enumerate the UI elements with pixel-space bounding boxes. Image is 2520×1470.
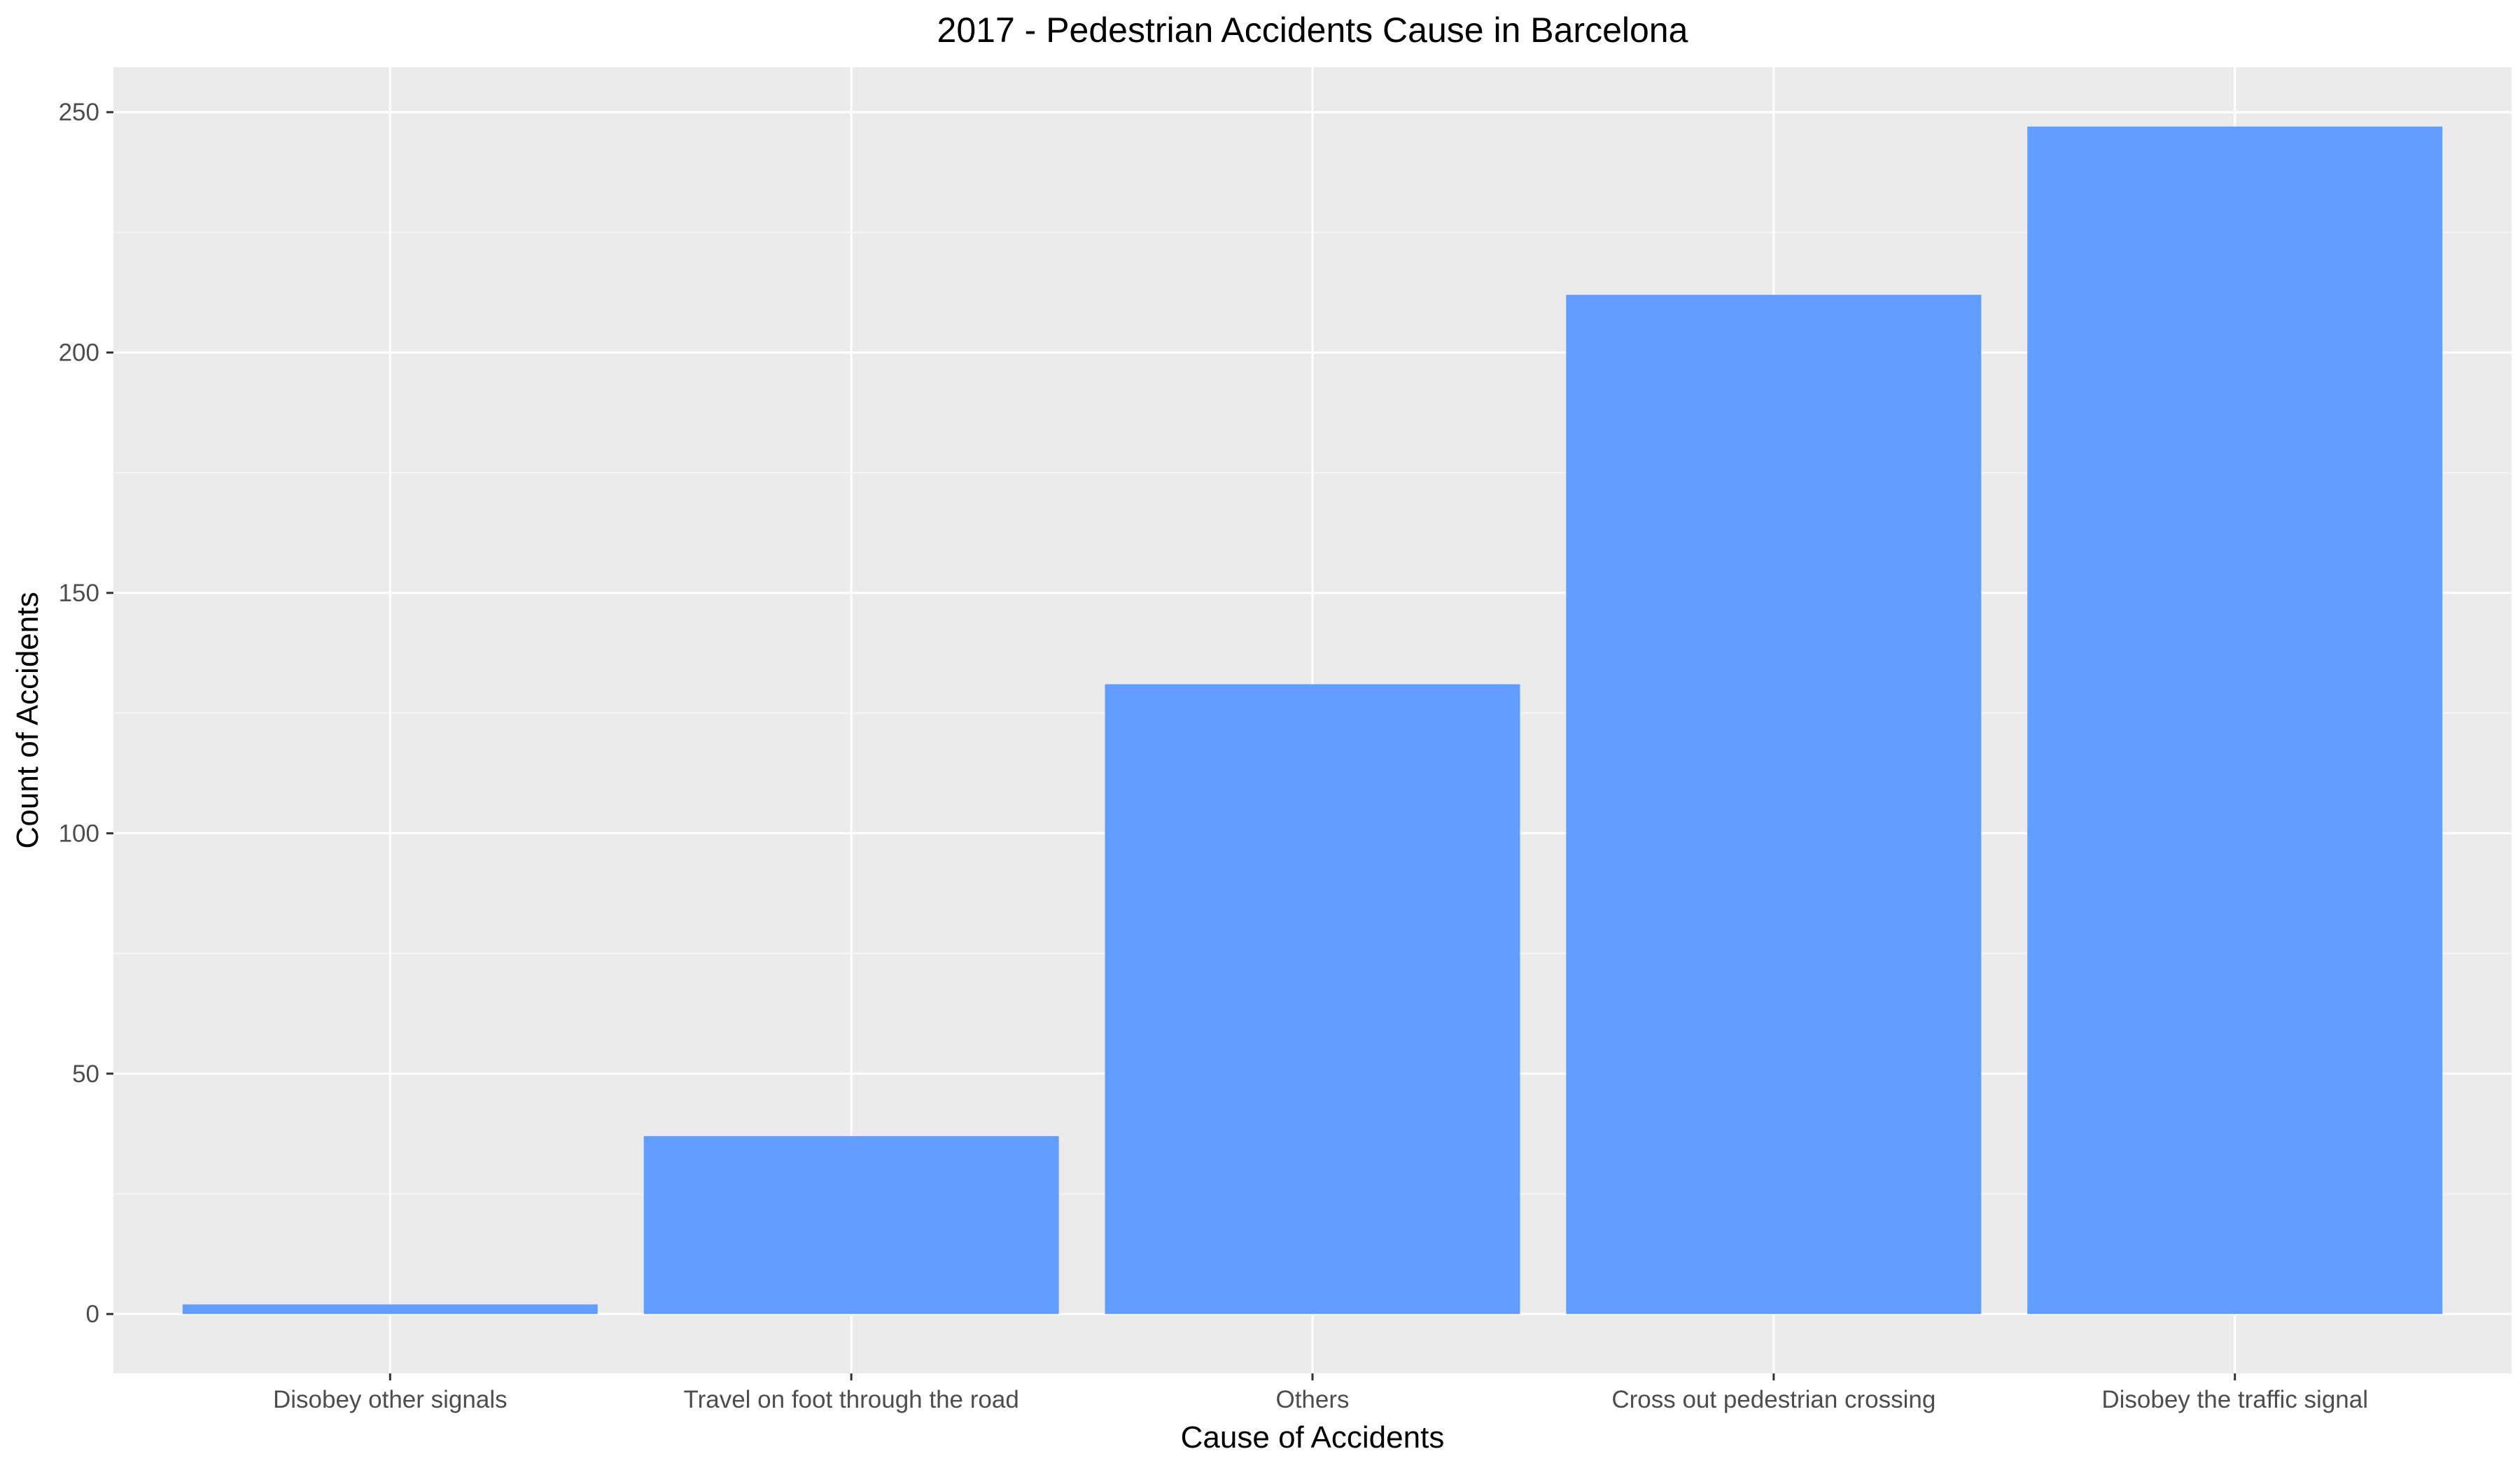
- y-tick-label: 0: [86, 1301, 99, 1328]
- y-axis-title: Count of Accidents: [10, 592, 45, 849]
- x-axis: Disobey other signals Travel on foot thro…: [273, 1373, 2368, 1413]
- y-tick-label: 150: [59, 580, 99, 607]
- y-tick-label: 200: [59, 340, 99, 367]
- bar: [182, 1304, 598, 1315]
- bar: [2027, 126, 2443, 1315]
- y-tick-label: 50: [72, 1060, 99, 1088]
- bar: [1566, 295, 1982, 1315]
- chart-title: 2017 - Pedestrian Accidents Cause in Bar…: [937, 10, 1688, 50]
- bars-group: [182, 126, 2443, 1315]
- x-tick-label: Disobey the traffic signal: [2101, 1386, 2368, 1413]
- x-tick-label: Others: [1275, 1386, 1349, 1413]
- x-axis-title: Cause of Accidents: [1181, 1420, 1445, 1455]
- y-tick-label: 250: [59, 99, 99, 126]
- bar: [1105, 684, 1520, 1315]
- bar: [643, 1136, 1059, 1315]
- x-tick-label: Travel on foot through the road: [684, 1386, 1019, 1413]
- y-tick-label: 100: [59, 820, 99, 847]
- y-axis: 0 50 100 150 200 250: [59, 99, 113, 1328]
- x-tick-label: Cross out pedestrian crossing: [1611, 1386, 1935, 1413]
- x-tick-label: Disobey other signals: [273, 1386, 507, 1413]
